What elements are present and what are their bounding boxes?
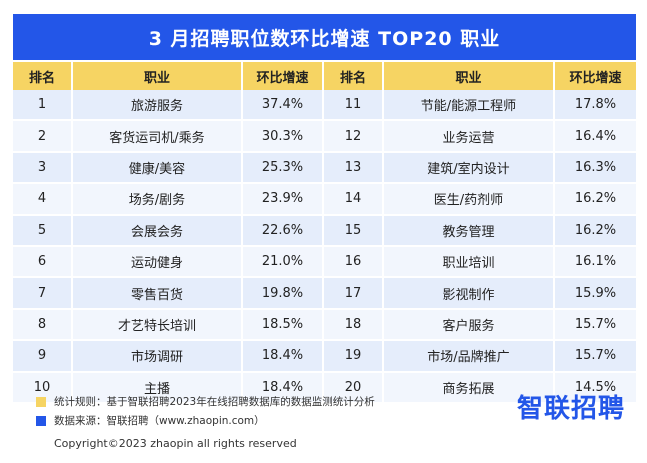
data-source-text: 数据来源：智联招聘（www.zhaopin.com）: [54, 415, 265, 427]
rank-right-cell: 15: [324, 215, 384, 247]
rank-right-cell: 19: [324, 341, 384, 373]
job-right-cell: 业务运营: [384, 121, 555, 153]
growth-right-cell: 15.9%: [555, 278, 636, 310]
table-row: 1 旅游服务 37.4% 11 节能/能源工程师 17.8%: [13, 90, 636, 122]
rank-right-cell: 11: [324, 90, 384, 122]
rank-left-cell: 9: [13, 341, 73, 373]
job-left-cell: 运动健身: [73, 246, 243, 279]
job-left-cell: 旅游服务: [73, 90, 243, 122]
table-row: 8 才艺特长培训 18.5% 18 客户服务 15.7%: [13, 309, 636, 342]
growth-left-cell: 25.3%: [243, 152, 324, 185]
job-left-cell: 市场调研: [73, 341, 243, 373]
job-left-cell: 健康/美容: [73, 152, 243, 185]
ranking-table: 排名 职业 环比增速 排名 职业 环比增速 1 旅游服务 37.4% 11 节能/能源工…: [13, 62, 636, 404]
rank-right-cell: 14: [324, 184, 384, 216]
stat-rule-note: 统计规则：基于智联招聘2023年在线招聘数据库的数据监测统计分析: [36, 394, 375, 409]
job-right-cell: 职业培训: [384, 246, 555, 279]
table-row: 7 零售百货 19.8% 17 影视制作 15.9%: [13, 278, 636, 310]
job-left-cell: 才艺特长培训: [73, 309, 243, 342]
job-left-cell: 会展会务: [73, 215, 243, 247]
growth-left-cell: 18.5%: [243, 309, 324, 342]
header-rank-1: 排名: [13, 62, 73, 90]
rank-right-cell: 20: [324, 372, 384, 404]
rank-left-cell: 8: [13, 309, 73, 342]
rank-left-cell: 7: [13, 278, 73, 310]
job-right-cell: 教务管理: [384, 215, 555, 247]
growth-right-cell: 17.8%: [555, 90, 636, 122]
table-header-row: 排名 职业 环比增速 排名 职业 环比增速: [13, 62, 636, 90]
header-growth-2: 环比增速: [555, 62, 636, 90]
header-growth-1: 环比增速: [243, 62, 324, 90]
table-row: 4 场务/剧务 23.9% 14 医生/药剂师 16.2%: [13, 184, 636, 216]
growth-left-cell: 19.8%: [243, 278, 324, 310]
copyright-text: Copyright©2023 zhaopin all rights reserv…: [54, 437, 297, 450]
rank-left-cell: 5: [13, 215, 73, 247]
yellow-square-icon: [36, 396, 46, 407]
header-job-1: 职业: [73, 62, 243, 90]
rank-left-cell: 2: [13, 121, 73, 153]
header-rank-2: 排名: [324, 62, 384, 90]
growth-left-cell: 22.6%: [243, 215, 324, 247]
table-row: 9 市场调研 18.4% 19 市场/品牌推广 15.7%: [13, 341, 636, 373]
rank-right-cell: 16: [324, 246, 384, 279]
job-left-cell: 主播: [73, 372, 243, 404]
growth-left-cell: 21.0%: [243, 246, 324, 279]
growth-right-cell: 14.5%: [555, 372, 636, 404]
job-left-cell: 场务/剧务: [73, 184, 243, 216]
rank-left-cell: 1: [13, 90, 73, 122]
job-left-cell: 客货运司机/乘务: [73, 121, 243, 153]
growth-right-cell: 16.4%: [555, 121, 636, 153]
growth-left-cell: 23.9%: [243, 184, 324, 216]
growth-right-cell: 16.3%: [555, 152, 636, 185]
header-job-2: 职业: [384, 62, 555, 90]
growth-right-cell: 16.2%: [555, 215, 636, 247]
page-title: 3 月招聘职位数环比增速 TOP20 职业: [13, 14, 636, 60]
table-row: 5 会展会务 22.6% 15 教务管理 16.2%: [13, 215, 636, 247]
job-right-cell: 市场/品牌推广: [384, 341, 555, 373]
growth-left-cell: 30.3%: [243, 121, 324, 153]
job-left-cell: 零售百货: [73, 278, 243, 310]
blue-square-icon: [36, 415, 46, 426]
stat-rule-text: 统计规则：基于智联招聘2023年在线招聘数据库的数据监测统计分析: [54, 396, 375, 408]
growth-right-cell: 15.7%: [555, 341, 636, 373]
job-right-cell: 节能/能源工程师: [384, 90, 555, 122]
growth-right-cell: 15.7%: [555, 309, 636, 342]
table-row: 6 运动健身 21.0% 16 职业培训 16.1%: [13, 246, 636, 279]
job-right-cell: 商务拓展: [384, 372, 555, 404]
rank-right-cell: 18: [324, 309, 384, 342]
rank-right-cell: 13: [324, 152, 384, 185]
growth-left-cell: 18.4%: [243, 341, 324, 373]
job-right-cell: 建筑/室内设计: [384, 152, 555, 185]
rank-right-cell: 17: [324, 278, 384, 310]
job-right-cell: 客户服务: [384, 309, 555, 342]
rank-left-cell: 4: [13, 184, 73, 216]
table-row: 2 客货运司机/乘务 30.3% 12 业务运营 16.4%: [13, 121, 636, 153]
data-source-note: 数据来源：智联招聘（www.zhaopin.com）: [36, 413, 265, 428]
rank-left-cell: 6: [13, 246, 73, 279]
table-row: 10 主播 18.4% 20 商务拓展 14.5%: [13, 372, 636, 404]
job-right-cell: 医生/药剂师: [384, 184, 555, 216]
growth-right-cell: 16.1%: [555, 246, 636, 279]
growth-right-cell: 16.2%: [555, 184, 636, 216]
zhaopin-logo: 智联招聘: [516, 394, 625, 424]
growth-left-cell: 18.4%: [243, 372, 324, 404]
growth-left-cell: 37.4%: [243, 90, 324, 122]
table-row: 3 健康/美容 25.3% 13 建筑/室内设计 16.3%: [13, 152, 636, 185]
rank-left-cell: 3: [13, 152, 73, 185]
rank-right-cell: 12: [324, 121, 384, 153]
job-right-cell: 影视制作: [384, 278, 555, 310]
